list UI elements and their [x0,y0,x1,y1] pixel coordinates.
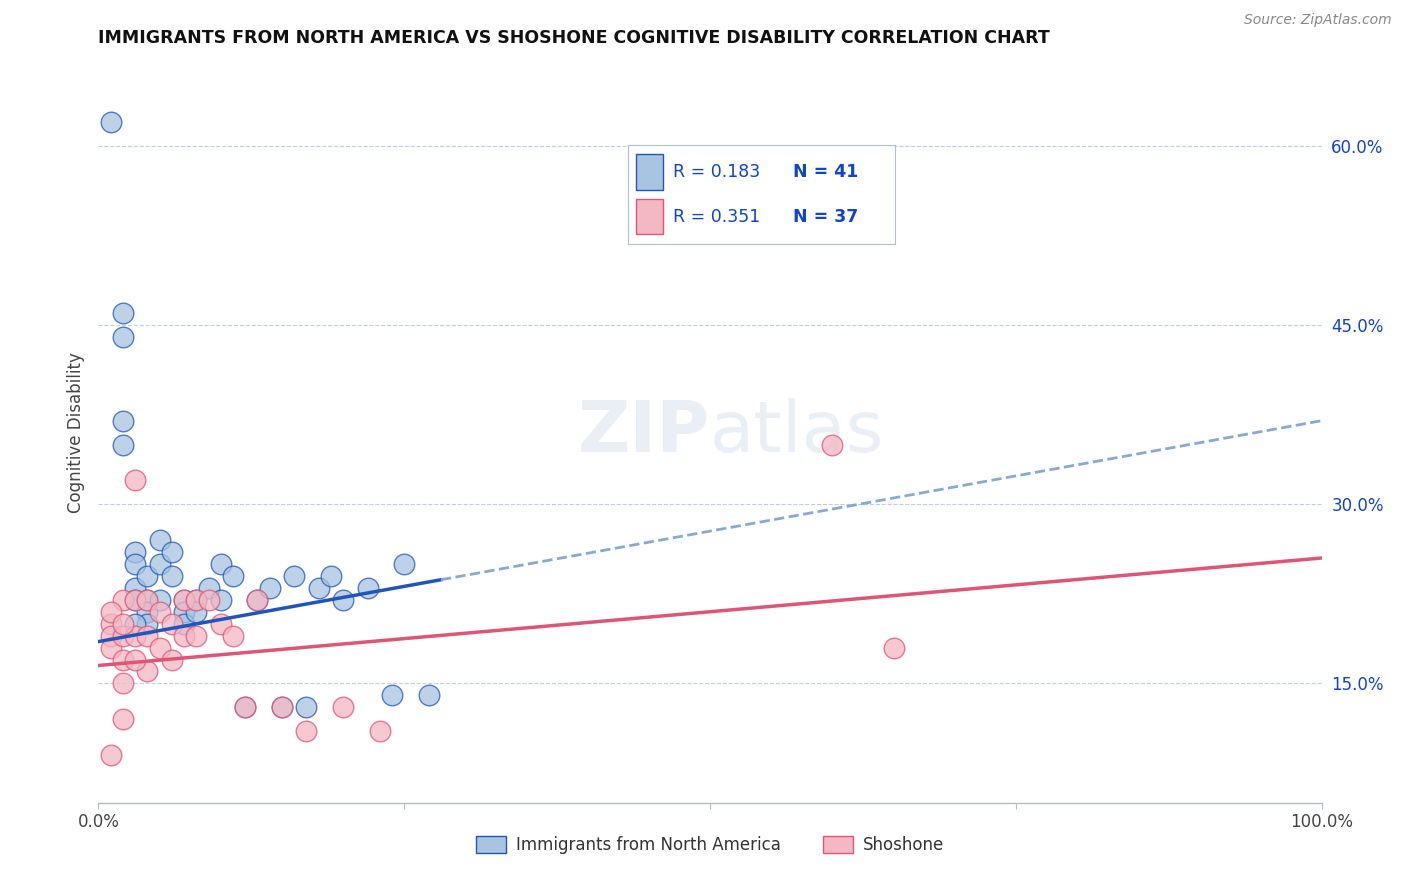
Point [233,700,256,714]
Point [209,592,232,607]
Point [173,629,195,643]
Point [295,724,318,739]
Text: R = 0.183: R = 0.183 [673,162,761,181]
Point [197,581,219,595]
Point [136,592,159,607]
Point [136,629,159,643]
Point [160,545,183,559]
Point [124,616,146,631]
Point [149,533,172,547]
Point [222,569,245,583]
Point [124,592,146,607]
Point [160,652,183,666]
Point [124,581,146,595]
Point [246,592,269,607]
Point [381,689,404,703]
Point [136,665,159,679]
Point [259,581,281,595]
Point [149,640,172,655]
Point [124,592,146,607]
Point [100,629,122,643]
Legend: Immigrants from North America, Shoshone: Immigrants from North America, Shoshone [470,830,950,861]
Point [111,592,134,607]
Point [233,700,256,714]
Point [368,724,391,739]
Text: R = 0.351: R = 0.351 [673,208,761,226]
Point [821,437,844,451]
Point [270,700,294,714]
Point [124,474,146,488]
Point [209,616,232,631]
Point [173,592,195,607]
Point [418,689,440,703]
Point [111,414,134,428]
Point [136,569,159,583]
Text: IMMIGRANTS FROM NORTH AMERICA VS SHOSHONE COGNITIVE DISABILITY CORRELATION CHART: IMMIGRANTS FROM NORTH AMERICA VS SHOSHON… [98,29,1050,47]
Point [209,557,232,571]
Point [332,700,354,714]
Point [392,557,416,571]
Point [111,712,134,726]
Point [111,629,134,643]
Point [332,592,354,607]
Point [124,629,146,643]
Point [111,306,134,320]
Point [111,437,134,451]
Point [186,629,208,643]
Text: Source: ZipAtlas.com: Source: ZipAtlas.com [1244,13,1392,28]
Point [883,640,905,655]
Point [222,629,245,643]
Point [136,616,159,631]
Point [111,330,134,344]
Point [136,605,159,619]
Point [149,605,172,619]
Point [283,569,305,583]
Point [173,616,195,631]
Point [160,569,183,583]
Point [100,640,122,655]
Point [319,569,342,583]
Point [100,747,122,762]
Point [173,592,195,607]
Point [100,115,122,129]
Point [124,652,146,666]
Point [124,557,146,571]
Text: ZIP: ZIP [578,398,710,467]
Point [246,592,269,607]
Point [173,605,195,619]
Point [186,592,208,607]
Point [136,592,159,607]
Point [124,545,146,559]
FancyBboxPatch shape [636,153,662,190]
Text: N = 41: N = 41 [793,162,859,181]
Point [100,605,122,619]
Y-axis label: Cognitive Disability: Cognitive Disability [66,352,84,513]
Text: N = 37: N = 37 [793,208,859,226]
Point [308,581,330,595]
Point [356,581,378,595]
Point [100,616,122,631]
Point [295,700,318,714]
Point [160,616,183,631]
Point [111,616,134,631]
Point [186,605,208,619]
Point [197,592,219,607]
Point [270,700,294,714]
Text: atlas: atlas [710,398,884,467]
Point [149,557,172,571]
Point [149,592,172,607]
Point [186,592,208,607]
FancyBboxPatch shape [636,199,662,235]
Point [111,652,134,666]
Point [111,676,134,690]
